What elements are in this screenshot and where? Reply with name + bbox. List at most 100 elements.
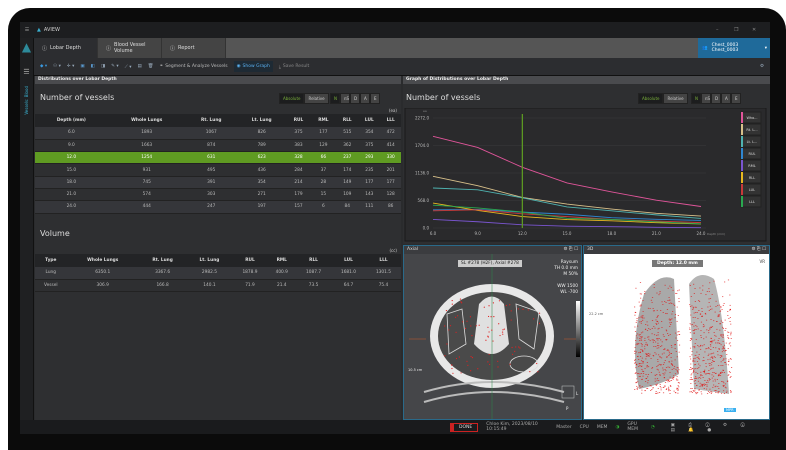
tab-lobar-depth[interactable]: ⓘ Lobar Depth [34,38,98,58]
legend-swatch [741,196,743,207]
table-row[interactable]: 12.0 1254 631 623 328 66 237 293 330 [35,151,401,165]
trash-icon[interactable]: 🗑 [147,64,154,69]
table-row[interactable]: 15.0 931 495 436 284 37 174 235 201 [35,163,401,177]
metric-n-button[interactable]: N [330,93,340,104]
layout-icon[interactable]: ▣ [80,64,85,69]
cpu-label: CPU [579,424,589,430]
y-tick-label: 0.0 [423,226,430,231]
app-title: AVIEW [43,27,60,33]
column-header: RLL [336,114,359,127]
user-list-icon[interactable]: ⚇ ▾ [53,64,61,69]
column-header: Lt. Lung [236,114,287,127]
sidebar-tab-vessels[interactable]: Vessels: Blood [24,86,29,115]
metric-e-button[interactable]: E [731,93,741,104]
measure-icon[interactable]: ⟋ ▾ [124,64,132,70]
table-cell: 436 [236,163,287,177]
crosshair-icon[interactable]: ✛ ▾ [66,64,75,69]
table-cell: 64.7 [331,279,366,293]
viewer-tools-icon[interactable]: ⚙ ⎘ ☐ [751,247,766,252]
compare-icon[interactable]: ◨ [100,64,106,69]
legend-swatch [741,172,743,183]
brand-logo: ▲ [21,40,32,54]
column-header: RUL [232,254,268,267]
table-cell: 177 [310,127,337,140]
show-graph-button[interactable]: ◉ Show Graph [233,61,273,72]
table-row[interactable]: 9.0 1663 874 789 383 129 362 375 414 [35,139,401,153]
table-cell: Lung [35,267,67,280]
table-cell: 574 [107,188,186,202]
navigate-icon[interactable]: ◆ ▾ [40,64,48,69]
table-cell: 362 [336,139,359,153]
3d-render[interactable] [584,254,769,419]
table-row[interactable]: Lung 6350.1 3367.6 2982.5 1878.9 400.9 1087.7 1… [35,267,401,280]
table-cell: 235 [358,163,381,177]
line-chart: 0.0 568.0 1136.0 1704.0 2272.0 ea 6.0 9.0 12.0 15… [404,108,767,242]
graph-panel: Graph of Distributions over Lobar Depth … [403,76,770,244]
tab-blood-vessel-volume[interactable]: ⓘ Blood Vessel Volume [98,38,162,58]
segment-button[interactable]: ⚭ Segment & Analyze Vessels [159,64,228,69]
toolbar: ◆ ▾ ⚇ ▾ ✛ ▾ ▣ ◧ ◨ ✎ ▾ ⟋ ▾ ▤ 🗑 ⚭ Segment &… [34,58,770,76]
series-line-2 [432,187,702,219]
legend-swatch [741,184,743,195]
tab-report[interactable]: ⓘ Report [162,38,226,58]
save-result-button[interactable]: ⤓ Save Result [278,64,310,70]
table-cell: 2982.5 [186,267,233,280]
tab-icon: ⓘ [106,45,112,52]
grid-icon[interactable]: ▤ [137,64,142,69]
absolute-button[interactable]: Absolute [638,93,664,104]
viewer-header: Axial ⚙ ⎘ ☐ [404,246,581,254]
metric-ns-button[interactable]: nS [701,93,711,104]
table-cell: 71.9 [232,279,268,293]
column-header: LUL [331,254,366,267]
table-cell: 12.0 [35,151,108,165]
lungs-icon: ⚭ [159,64,164,69]
y-tick-label: 1704.0 [415,143,429,148]
x-tick-label: 21.0 [652,231,661,236]
table-cell: 745 [107,176,186,189]
legend-label: Rt. L... [746,128,757,132]
restore-button[interactable]: ❐ [734,27,739,33]
menu-icon[interactable]: ☰ [24,27,30,33]
absolute-button[interactable]: Absolute [279,93,305,104]
table-cell: 3367.6 [138,267,187,280]
ct-image[interactable] [404,254,581,419]
table-row[interactable]: 24.0 444 247 197 157 6 84 111 86 [35,200,401,214]
list-icon[interactable]: ☰ [23,68,30,76]
table-row[interactable]: 21.0 574 303 271 179 15 109 143 128 [35,188,401,202]
table-row[interactable]: 18.0 745 391 354 214 28 149 177 177 [35,176,401,189]
ruler-icon[interactable]: ✎ ▾ [111,64,119,69]
mpr-badge[interactable]: MPR [724,408,736,412]
metric-n-button[interactable]: N [691,93,701,104]
layout2-icon[interactable]: ◧ [90,64,95,69]
status-icons[interactable]: ▣ ⎙ ⓘ ⚙ ⓝ ▤ 🔔 ● [670,422,751,433]
table-cell: 75.4 [365,279,401,293]
chevron-down-icon[interactable]: ▾ [764,45,767,51]
metric-d-button[interactable]: D [350,93,360,104]
metric-a-button[interactable]: A [360,93,370,104]
viewer-tools-icon[interactable]: ⚙ ⎘ ☐ [563,247,578,252]
relative-button[interactable]: Relative [663,93,688,104]
column-header: Lt. Lung [186,254,233,267]
table-cell: 354 [236,176,287,189]
table-cell: 21.4 [267,279,297,293]
table-cell: 472 [380,127,401,140]
metric-ns-button[interactable]: nS [340,93,350,104]
x-tick-label: 15.0 [563,231,572,236]
metric-a-button[interactable]: A [721,93,731,104]
metric-e-button[interactable]: E [370,93,380,104]
volume-table: Type Whole Lungs Rt. Lung Lt. Lung RUL RML RLL… [35,254,401,293]
relative-button[interactable]: Relative [304,93,329,104]
minimize-button[interactable]: – [716,27,719,33]
table-row[interactable]: 6.0 1893 1067 826 375 177 515 354 472 [35,127,401,140]
axial-viewer: Axial ⚙ ⎘ ☐ SL #278 (H2F), Axial #278 Ray… [403,245,582,420]
y-tick-label: 2272.0 [415,116,429,121]
y-axis-label: ea [423,109,427,113]
table-cell: 375 [286,127,311,140]
metric-d-button[interactable]: D [711,93,721,104]
table-row[interactable]: Vessel 306.9 166.8 140.1 71.9 21.4 73.5 64.7 75.… [35,279,401,293]
close-button[interactable]: ✕ [752,27,757,33]
table-cell: 6350.1 [66,267,139,280]
patient-selector[interactable]: 👥 Chest_0003 Chest_0003 ▾ [698,38,770,58]
settings-icon[interactable]: ⚙ [759,64,764,69]
